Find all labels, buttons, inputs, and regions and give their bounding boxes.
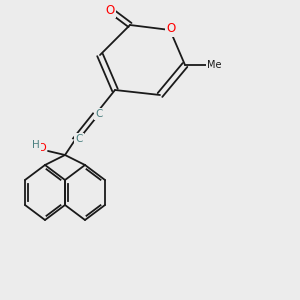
Text: C: C — [75, 134, 83, 144]
Text: Me: Me — [207, 60, 221, 70]
Text: O: O — [38, 143, 46, 153]
Text: O: O — [105, 4, 115, 16]
Text: C: C — [95, 109, 103, 119]
Text: H: H — [32, 140, 40, 150]
Text: O: O — [167, 22, 176, 35]
